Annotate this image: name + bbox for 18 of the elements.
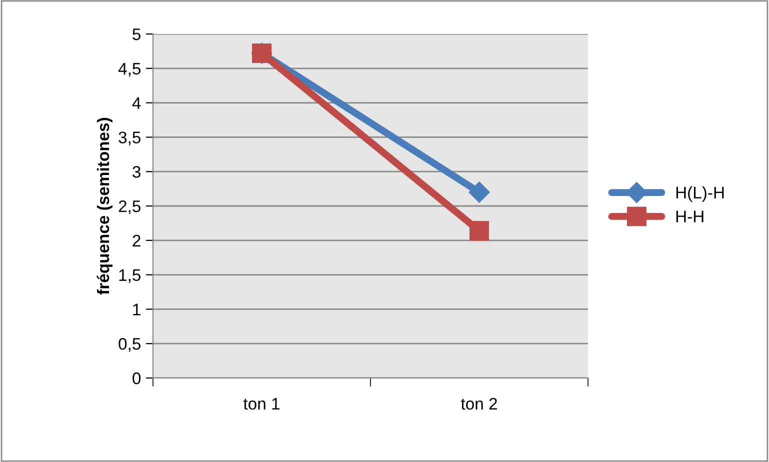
y-tick-label: 0,5: [118, 338, 140, 352]
y-tick-label: 1: [133, 304, 140, 316]
legend-label: H(L)-H: [676, 186, 724, 202]
y-tick-label: 1,5: [119, 269, 140, 283]
point: [470, 221, 489, 240]
y-axis-title: fréquence (semitones): [96, 118, 112, 295]
y-tick-label: 2,5: [118, 200, 140, 214]
y-tick-label: 2: [132, 234, 140, 246]
point: [468, 182, 490, 203]
y-tick-label: 4: [132, 97, 141, 109]
y-tick-label: 3,5: [118, 132, 140, 146]
x-tick-label: ton 2: [460, 398, 497, 410]
y-tick-label: 0: [132, 372, 141, 384]
y-tick-label: 3: [132, 166, 140, 178]
x-tick-label: ton 1: [243, 398, 280, 410]
legend-label: H-H: [676, 210, 704, 222]
y-tick-label: 5: [132, 28, 140, 40]
y-tick-label: 4,5: [118, 62, 140, 77]
